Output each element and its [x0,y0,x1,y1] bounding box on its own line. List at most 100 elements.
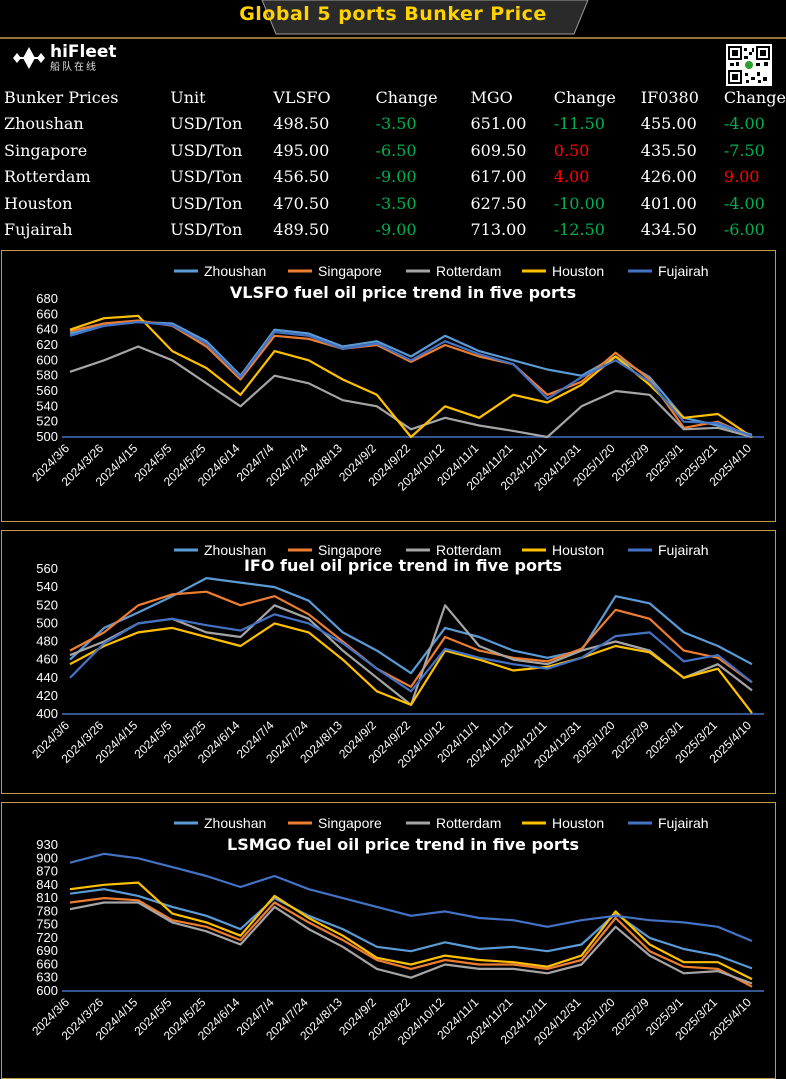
mgo-change-cell: -12.50 [553,220,605,240]
series-line-singapore [69,319,753,439]
mgo-change-cell: 4.00 [553,167,590,187]
ifo-change-cell: -7.50 [723,140,765,160]
y-tick-label: 630 [36,970,58,985]
table-header-row: Bunker Prices Unit VLSFO Change MGO Chan… [0,84,786,111]
y-tick-label: 560 [36,561,58,576]
port-cell: Fujairah [4,220,73,240]
brand-name: hiFleet [50,41,117,62]
y-tick-label: 640 [36,322,58,337]
y-tick-label: 400 [36,706,58,721]
qr-code [726,44,772,86]
table-row: Fujairah USD/Ton 489.50 -9.00 713.00 -12.50 43… [0,217,786,244]
port-cell: Singapore [4,140,88,160]
unit-cell: USD/Ton [170,114,243,134]
legend-entry: Zhoushan [204,263,266,279]
mgo-cell: 713.00 [470,220,527,240]
series-line-houston [69,622,753,714]
column-header: VLSFO [273,87,331,107]
y-tick-label: 540 [36,398,58,413]
y-tick-label: 690 [36,943,58,958]
ifo-change-cell: -4.00 [723,114,765,134]
y-tick-label: 720 [36,930,58,945]
y-tick-label: 420 [36,688,58,703]
y-tick-label: 600 [36,983,58,998]
port-cell: Zhoushan [4,114,84,134]
lsmgo-chart-panel: Zhoushan Singapore Rotterdam Houston Fujaira… [1,802,776,1079]
legend-entry: Rotterdam [436,263,501,279]
y-tick-label: 500 [36,429,58,444]
legend-entry: Fujairah [658,815,709,831]
vlsfo-change-cell: -3.50 [375,193,417,213]
bunker-price-table: Bunker Prices Unit VLSFO Change MGO Chan… [0,84,786,243]
series-line-houston [69,881,753,981]
legend-entry: Rotterdam [436,815,501,831]
column-header: Bunker Prices [4,87,119,107]
column-header: Change [553,87,616,107]
vlsfo-change-cell: -9.00 [375,220,417,240]
unit-cell: USD/Ton [170,140,243,160]
legend-entry: Rotterdam [436,542,501,558]
column-header: IF0380 [640,87,699,107]
vlsfo-chart-panel: Zhoushan Singapore Rotterdam Houston Fujaira… [1,250,776,522]
legend-entry: Singapore [318,263,382,279]
ifo-cell: 455.00 [640,114,697,134]
legend-entry: Singapore [318,815,382,831]
unit-cell: USD/Ton [170,193,243,213]
vlsfo-cell: 470.50 [273,193,330,213]
hifleet-logo-icon [13,47,45,69]
brand-subtitle: 船队在线 [50,61,98,73]
chart-title: LSMGO fuel oil price trend in five ports [227,835,579,854]
column-header: Change [723,87,786,107]
vlsfo-change-cell: -9.00 [375,167,417,187]
legend-entry: Zhoushan [204,815,266,831]
vlsfo-cell: 489.50 [273,220,330,240]
table-row: Singapore USD/Ton 495.00 -6.50 609.50 0.50 435… [0,137,786,164]
brand-logo: hiFleet 船队在线 [12,41,117,73]
series-line-fujairah [69,852,753,943]
mgo-change-cell: -11.50 [553,114,605,134]
y-tick-label: 460 [36,652,58,667]
ifo-cell: 401.00 [640,193,697,213]
chart-legend: Zhoushan Singapore Rotterdam Houston Fujaira… [174,263,709,279]
title-banner-shape [0,0,786,39]
ifo-change-cell: 9.00 [723,167,760,187]
ifo-cell: 426.00 [640,167,697,187]
column-header: MGO [470,87,513,107]
y-tick-label: 810 [36,890,58,905]
y-tick-label: 600 [36,352,58,367]
legend-entry: Singapore [318,542,382,558]
table-row: Houston USD/Ton 470.50 -3.50 627.50 -10.00 401… [0,190,786,217]
qr-code-icon [728,46,770,84]
mgo-cell: 651.00 [470,114,527,134]
legend-entry: Houston [552,542,604,558]
ifo-cell: 435.50 [640,140,697,160]
mgo-cell: 609.50 [470,140,527,160]
lsmgo-chart: Zhoushan Singapore Rotterdam Houston Fujaira… [29,815,764,1048]
vlsfo-change-cell: -6.50 [375,140,417,160]
y-tick-label: 660 [36,956,58,971]
legend-entry: Houston [552,263,604,279]
legend-entry: Fujairah [658,542,709,558]
vlsfo-cell: 456.50 [273,167,330,187]
legend-entry: Zhoushan [204,542,266,558]
y-tick-label: 930 [36,837,58,852]
y-tick-label: 440 [36,670,58,685]
y-tick-label: 540 [36,579,58,594]
y-tick-label: 900 [36,850,58,865]
mgo-change-cell: -10.00 [553,193,605,213]
ifo-chart-panel: Zhoushan Singapore Rotterdam Houston Fujaira… [1,530,776,794]
y-tick-label: 520 [36,414,58,429]
table-row: Rotterdam USD/Ton 456.50 -9.00 617.00 4.00 426… [0,164,786,191]
page-title: Global 5 ports Bunker Price [239,3,547,25]
legend-entry: Fujairah [658,263,709,279]
vlsfo-cell: 495.00 [273,140,330,160]
ifo-change-cell: -4.00 [723,193,765,213]
y-tick-label: 480 [36,634,58,649]
legend-entry: Houston [552,815,604,831]
series-line-singapore [69,896,753,988]
ifo-cell: 434.50 [640,220,697,240]
chart-legend: Zhoushan Singapore Rotterdam Houston Fujaira… [174,815,709,831]
vlsfo-change-cell: -3.50 [375,114,417,134]
y-tick-label: 580 [36,368,58,383]
table-row: Zhoushan USD/Ton 498.50 -3.50 651.00 -11.50 45… [0,111,786,138]
